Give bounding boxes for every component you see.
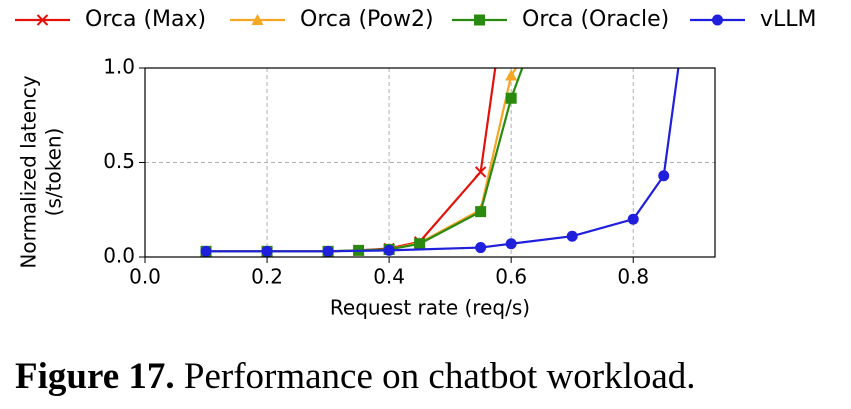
marker (322, 245, 334, 257)
y-tick-label: 0.5 (103, 149, 135, 173)
caption-text: Performance on chatbot workload. (184, 356, 696, 397)
x-tick-label: 0.0 (129, 265, 161, 289)
marker (474, 14, 485, 26)
marker (383, 244, 395, 256)
plot-frame (144, 67, 716, 258)
x-tick-label: 0.6 (495, 265, 527, 289)
x-axis-label: Request rate (req/s) (330, 296, 530, 320)
marker (505, 69, 518, 81)
legend-label: Orca (Oracle) (522, 7, 669, 32)
marker (627, 213, 639, 225)
marker (261, 245, 273, 257)
marker (505, 238, 517, 250)
series-line (206, 68, 524, 253)
marker (200, 245, 212, 257)
marker (251, 14, 264, 25)
marker (566, 230, 578, 242)
marker (712, 14, 723, 26)
series-line (206, 68, 518, 253)
x-tick-label: 0.8 (617, 265, 649, 289)
marker (36, 14, 49, 26)
legend-label: Orca (Pow2) (300, 7, 434, 32)
series-line (206, 68, 497, 253)
marker (474, 166, 487, 178)
y-axis-label: Normalized latency (17, 75, 41, 268)
marker (505, 92, 517, 104)
marker (475, 242, 487, 254)
caption: Figure 17. Performance on chatbot worklo… (15, 356, 696, 397)
caption-label: Figure 17. (15, 356, 175, 397)
marker (414, 238, 426, 250)
x-tick-label: 0.2 (251, 265, 283, 289)
marker (475, 206, 487, 218)
legend-label: Orca (Max) (85, 7, 206, 32)
y-tick-label: 1.0 (103, 55, 135, 79)
y-axis-label: (s/token) (42, 128, 66, 217)
marker (658, 170, 670, 182)
plot-area (200, 68, 680, 257)
y-tick-label: 0.0 (103, 244, 135, 268)
series-line (206, 68, 680, 253)
legend-label: vLLM (760, 7, 817, 32)
x-tick-label: 0.4 (373, 265, 405, 289)
